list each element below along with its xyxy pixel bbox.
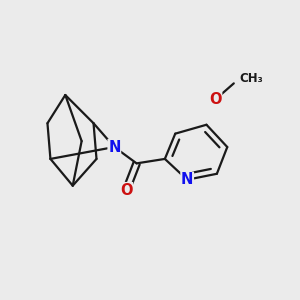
Text: O: O: [209, 92, 222, 107]
Text: CH₃: CH₃: [239, 72, 263, 85]
Text: N: N: [108, 140, 121, 154]
Text: O: O: [120, 183, 133, 198]
Text: N: N: [181, 172, 193, 187]
